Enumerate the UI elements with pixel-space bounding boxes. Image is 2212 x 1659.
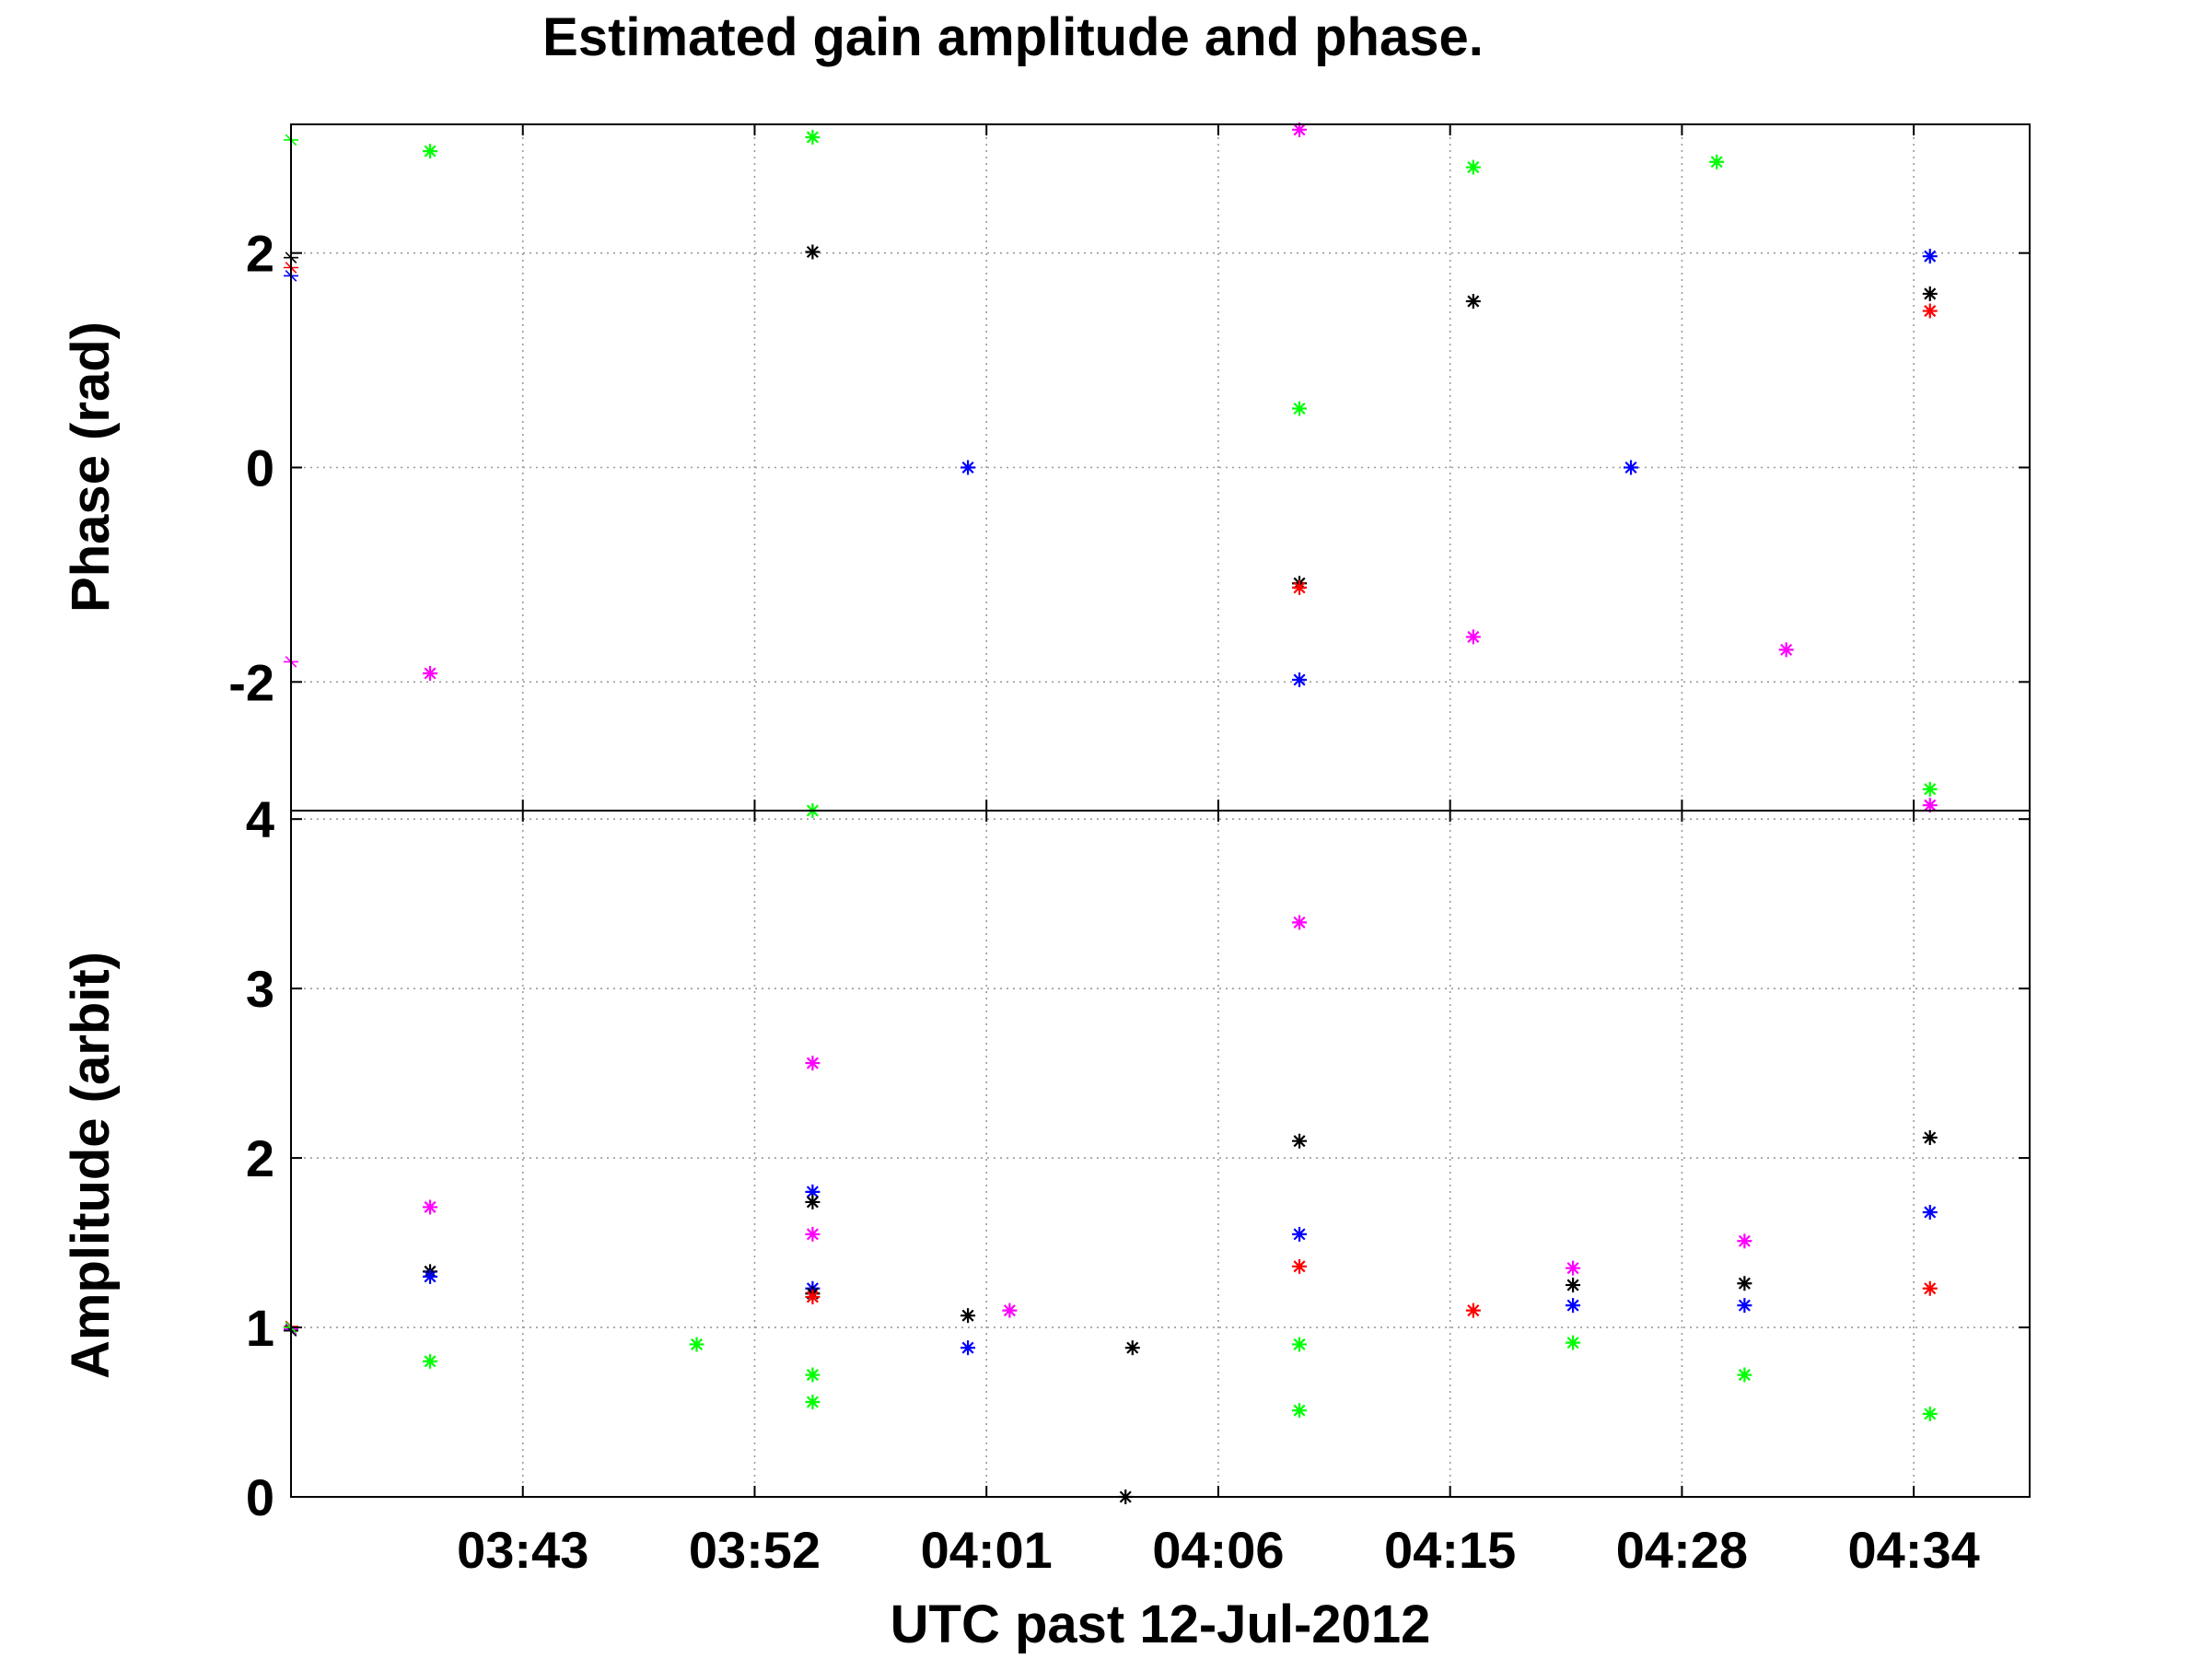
phase-outlier-point [1709,154,1725,169]
phase-outlier-point [1922,781,1938,797]
amp-outlier-point [1292,915,1308,930]
amp-outlier-point [1292,1337,1308,1352]
amplitude-panel: 0 1 2 3 4 Amplitude (arbit) [61,790,2031,1526]
phase-outlier-point [805,129,821,145]
amp-outlier-point [423,1353,438,1369]
amp-outlier-point [1292,1133,1308,1149]
phase-outlier-point [805,244,821,260]
amp-outlier-point [423,1268,438,1284]
phase-y-tick-label: 0 [246,439,274,497]
amp-y-tick-label: 3 [246,960,274,1018]
phase-outlier-point [1922,249,1938,264]
x-tick-label: 04:01 [921,1521,1053,1579]
amplitude-data-points [284,915,1938,1504]
phase-outlier-point [1624,460,1639,475]
amp-outlier-point [805,1367,821,1383]
amp-outlier-point [1566,1260,1581,1276]
amp-outlier-point [689,1337,704,1352]
x-tick-label: 04:15 [1384,1521,1516,1579]
amp-y-tick-label: 4 [246,790,274,848]
phase-outlier-point [1292,122,1308,137]
phase-tick-marks [291,124,2030,811]
x-tick-label: 04:06 [1152,1521,1284,1579]
amp-outlier-point [805,1226,821,1242]
amp-outlier-point [1124,1340,1140,1356]
amp-outlier-point [805,1194,821,1209]
amp-outlier-point [1737,1276,1752,1291]
amp-outlier-point [960,1340,976,1356]
phase-outlier-point [423,666,438,681]
x-tick-label: 03:43 [457,1521,588,1579]
amp-outlier-point [1292,1403,1308,1419]
phase-y-tick-label: 2 [246,225,274,283]
amp-outlier-point [423,1199,438,1215]
x-tick-label: 04:34 [1848,1521,1980,1579]
phase-outlier-point [1922,798,1938,813]
x-tick-label: 03:52 [689,1521,821,1579]
amp-outlier-point [1737,1233,1752,1249]
amplitude-gridlines [291,811,2030,1498]
amp-outlier-point [805,1184,821,1199]
amplitude-y-axis-label: Amplitude (arbit) [61,952,121,1379]
phase-outlier-point [1465,294,1481,310]
x-tick-labels: 03:43 03:52 04:01 04:06 04:15 04:28 04:34 [457,1521,1980,1579]
amp-outlier-point [1737,1298,1752,1314]
phase-y-axis-label: Phase (rad) [61,321,121,613]
amp-outlier-point [1566,1298,1581,1314]
amp-outlier-point [1292,1226,1308,1242]
amp-y-tick-label: 1 [246,1299,274,1357]
phase-outlier-point [1292,401,1308,416]
phase-y-tick-labels: -2 0 2 [228,225,274,712]
chart-title: Estimated gain amplitude and phase. [542,7,1484,67]
amp-outlier-point [805,1394,821,1409]
amp-outlier-point [1922,1204,1938,1220]
amp-outlier-point [805,1289,821,1304]
phase-outlier-point [960,460,976,475]
phase-outlier-point [1922,286,1938,301]
x-tick-label: 04:28 [1616,1521,1748,1579]
amp-outlier-point [1002,1303,1018,1318]
phase-outlier-point [1465,629,1481,645]
amplitude-y-tick-labels: 0 1 2 3 4 [246,790,274,1526]
x-axis-label: UTC past 12-Jul-2012 [891,1595,1431,1654]
amp-outlier-point [1737,1367,1752,1383]
amp-outlier-point [960,1308,976,1324]
phase-outlier-point [1465,159,1481,175]
amp-outlier-point [1922,1406,1938,1421]
amp-outlier-point [1465,1303,1481,1318]
amplitude-axes-frame [290,810,2031,1498]
amp-y-tick-label: 0 [246,1468,274,1526]
amp-outlier-point [1566,1278,1581,1293]
amp-outlier-point [1922,1280,1938,1296]
phase-gridlines [291,124,2030,811]
phase-outlier-point [1778,642,1794,658]
phase-outlier-point [423,144,438,159]
phase-y-tick-label: -2 [228,653,274,711]
amp-outlier-point [805,1056,821,1071]
amp-outlier-point [1292,1258,1308,1274]
phase-outlier-point [1292,672,1308,687]
amp-y-tick-label: 2 [246,1129,274,1187]
phase-outlier-point [1922,303,1938,319]
phase-outlier-point [1292,579,1308,595]
amp-outlier-point [1566,1335,1581,1350]
amp-outlier-point [1922,1130,1938,1146]
